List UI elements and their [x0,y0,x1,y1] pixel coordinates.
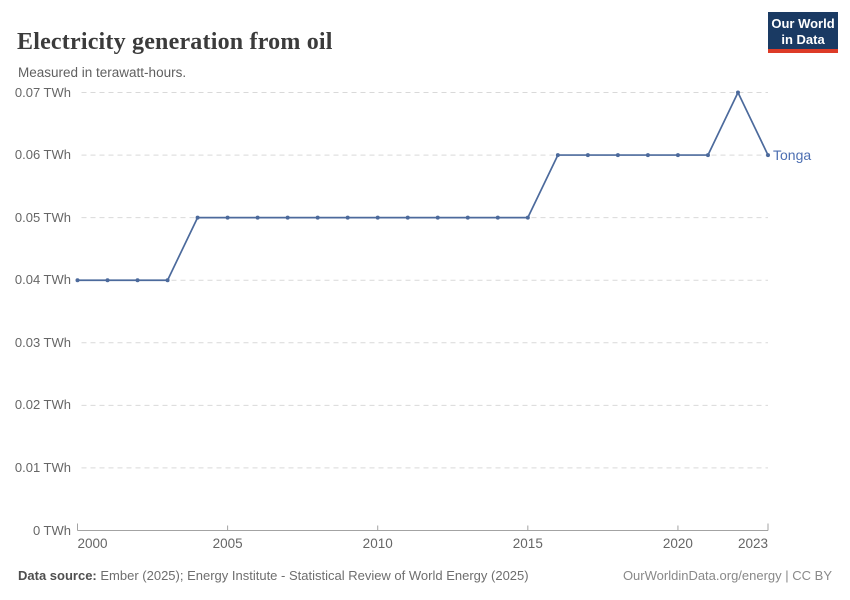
x-axis-tick-label: 2015 [512,536,543,551]
entity-label-tonga[interactable]: Tonga [773,147,812,164]
data-point-2015[interactable] [525,215,530,220]
y-axis-tick-label: 0 TWh [32,522,71,538]
owid-logo-line1: Our World [771,16,835,31]
data-point-2019[interactable] [645,153,650,158]
data-source-label: Data source: [18,568,97,583]
data-point-2010[interactable] [375,215,380,220]
data-point-2008[interactable] [315,215,320,220]
data-point-2023[interactable] [766,153,770,158]
data-point-2018[interactable] [615,153,620,158]
y-axis-tick-label: 0.05 TWh [14,209,71,225]
data-point-2007[interactable] [285,215,290,220]
data-point-2003[interactable] [165,278,170,283]
chart-subtitle: Measured in terawatt-hours. [18,64,187,80]
y-axis-tick-label: 0.06 TWh [14,147,71,163]
y-axis-tick-label: 0.07 TWh [14,84,71,100]
y-axis-tick-label: 0.04 TWh [14,272,71,288]
y-axis-tick-label: 0.01 TWh [14,459,71,475]
data-point-2012[interactable] [435,215,440,220]
data-point-2011[interactable] [405,215,410,220]
data-source-note: Data source: Ember (2025); Energy Instit… [18,568,529,583]
x-axis-tick-label: 2000 [77,536,108,551]
x-axis-tick-label: 2023 [737,536,768,551]
y-axis-tick-label: 0.02 TWh [14,397,71,413]
data-point-2004[interactable] [195,215,200,220]
y-axis-tick-label: 0.03 TWh [14,334,71,350]
data-point-2001[interactable] [105,278,110,283]
data-point-2017[interactable] [585,153,590,158]
data-point-2021[interactable] [705,153,710,158]
chart-title: Electricity generation from oil [17,29,333,56]
x-axis-tick-label: 2020 [662,536,693,551]
owid-logo[interactable]: Our World in Data [768,12,838,53]
data-point-2005[interactable] [225,215,230,220]
x-axis-tick-label: 2005 [212,536,243,551]
data-point-2014[interactable] [495,215,500,220]
owid-link[interactable]: OurWorldinData.org/energy | CC BY [622,568,832,583]
x-axis-tick-label: 2010 [362,536,393,551]
data-point-2022[interactable] [735,90,740,95]
data-point-2016[interactable] [555,153,560,158]
data-point-2020[interactable] [675,153,680,158]
line-series-tonga[interactable] [76,91,769,282]
owid-logo-line2: in Data [781,32,825,47]
data-source-text: Ember (2025); Energy Institute - Statist… [100,568,529,583]
data-point-2002[interactable] [135,278,140,283]
data-point-2000[interactable] [75,278,80,283]
data-point-2009[interactable] [345,215,350,220]
data-point-2013[interactable] [465,215,470,220]
data-point-2006[interactable] [255,215,260,220]
